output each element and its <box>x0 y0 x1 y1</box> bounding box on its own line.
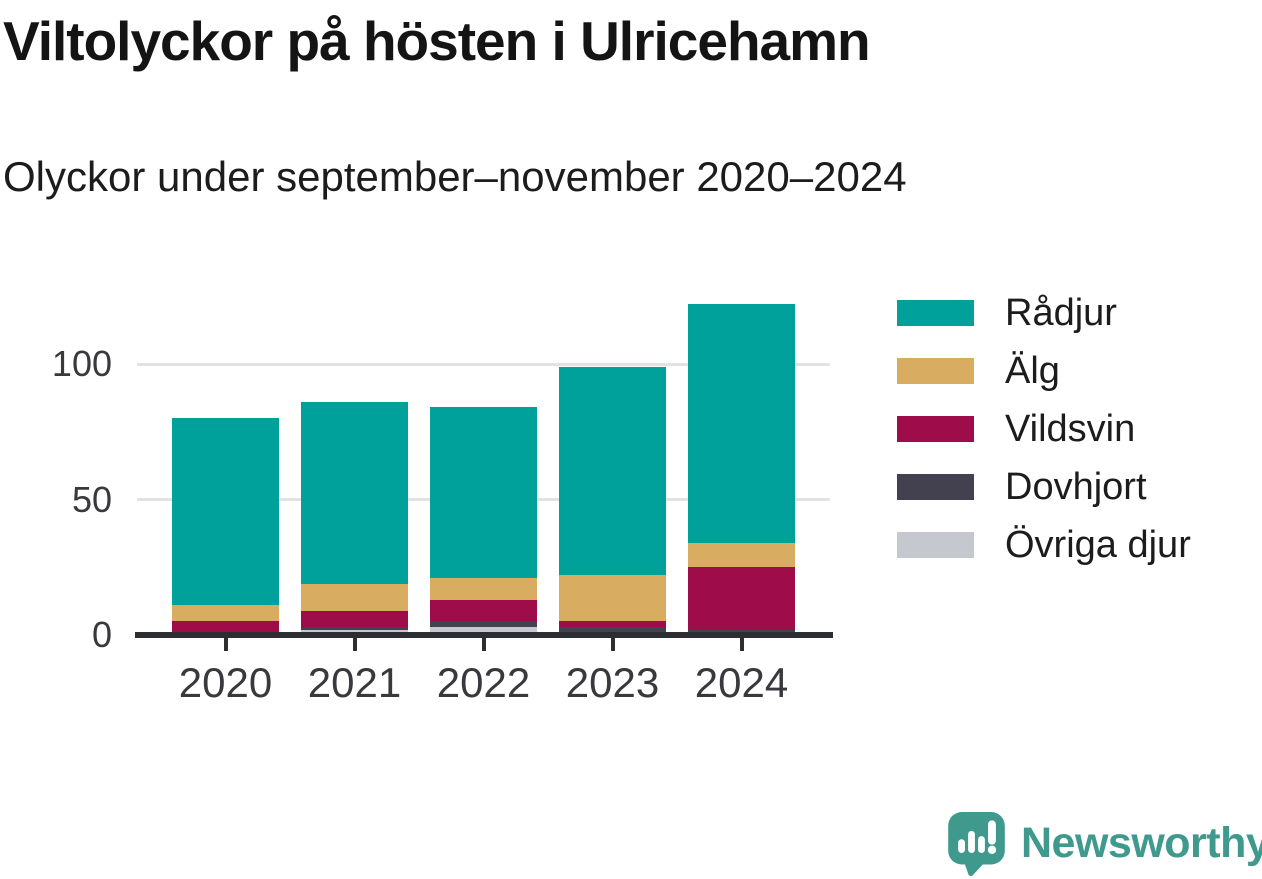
legend-label-Dovhjort: Dovhjort <box>1005 466 1147 509</box>
bar-segment-2021-Vildsvin <box>301 610 408 627</box>
legend-item-Rådjur: Rådjur <box>897 291 1191 335</box>
bar-segment-2023-Vildsvin <box>559 621 666 627</box>
bar-segment-2022-Älg <box>430 578 537 600</box>
bar-segment-2023-Rådjur <box>559 366 666 576</box>
bar-segment-2024-Rådjur <box>688 304 795 543</box>
x-axis-line <box>135 632 833 638</box>
bar-segment-2022-Rådjur <box>430 407 537 579</box>
bar-segment-2022-Vildsvin <box>430 599 537 622</box>
bar-segment-2020-Rådjur <box>172 418 279 606</box>
x-axis-tick-label-2024: 2024 <box>694 659 789 706</box>
legend-label-Älg: Älg <box>1005 350 1060 393</box>
y-axis-tick-label: 0 <box>91 614 112 655</box>
legend-item-Dovhjort: Dovhjort <box>897 465 1191 509</box>
bar-segment-2024-Älg <box>688 542 795 568</box>
x-axis-tick-2024 <box>739 638 744 651</box>
legend-swatch-Dovhjort <box>897 474 974 501</box>
legend-item-Övriga djur: Övriga djur <box>897 523 1191 567</box>
legend-label-Rådjur: Rådjur <box>1005 292 1117 334</box>
bar-segment-2022-Övriga djur <box>430 626 537 635</box>
legend-label-Övriga djur: Övriga djur <box>1005 524 1191 567</box>
x-axis-tick-label-2023: 2023 <box>565 659 660 706</box>
x-axis-tick-label-2020: 2020 <box>178 659 273 706</box>
legend-swatch-Vildsvin <box>897 416 974 443</box>
chart-legend: Rådjur Älg Vildsvin Dovhjort Övriga djur <box>897 291 1191 581</box>
legend-item-Älg: Älg <box>897 349 1191 393</box>
newsworthy-speech-bubble-bar-chart-icon <box>948 812 1005 876</box>
bar-segment-2020-Vildsvin <box>172 621 279 635</box>
y-axis-tick-label: 100 <box>51 343 112 384</box>
bar-segment-2020-Älg <box>172 605 279 622</box>
x-axis-tick-2022 <box>481 638 486 651</box>
legend-swatch-Älg <box>897 358 974 385</box>
legend-swatch-Övriga djur <box>897 532 974 559</box>
chart-title: Viltolyckor på hösten i Ulricehamn <box>3 10 871 72</box>
legend-label-Vildsvin: Vildsvin <box>1005 408 1136 451</box>
brand-name: Newsworthy <box>1021 819 1262 867</box>
brand-footer: Newsworthy <box>947 811 1262 876</box>
x-axis-tick-label-2022: 2022 <box>436 659 531 706</box>
legend-item-Vildsvin: Vildsvin <box>897 407 1191 451</box>
bar-segment-2021-Rådjur <box>301 401 408 584</box>
gridline-100 <box>137 362 830 366</box>
x-axis-tick-label-2021: 2021 <box>307 659 402 706</box>
bar-segment-2022-Dovhjort <box>430 621 537 627</box>
bar-segment-2023-Dovhjort <box>559 626 666 635</box>
x-axis-tick-2023 <box>610 638 615 651</box>
bar-segment-2023-Älg <box>559 575 666 622</box>
bar-segment-2024-Vildsvin <box>688 567 795 630</box>
x-axis-tick-2021 <box>352 638 357 651</box>
bar-segment-2021-Älg <box>301 583 408 611</box>
chart-subtitle: Olyckor under september–november 2020–20… <box>3 153 907 200</box>
y-axis-tick-label: 50 <box>71 478 112 520</box>
x-axis-tick-2020 <box>223 638 228 651</box>
bar-segment-2021-Dovhjort <box>301 626 408 630</box>
legend-swatch-Rådjur <box>897 300 974 327</box>
